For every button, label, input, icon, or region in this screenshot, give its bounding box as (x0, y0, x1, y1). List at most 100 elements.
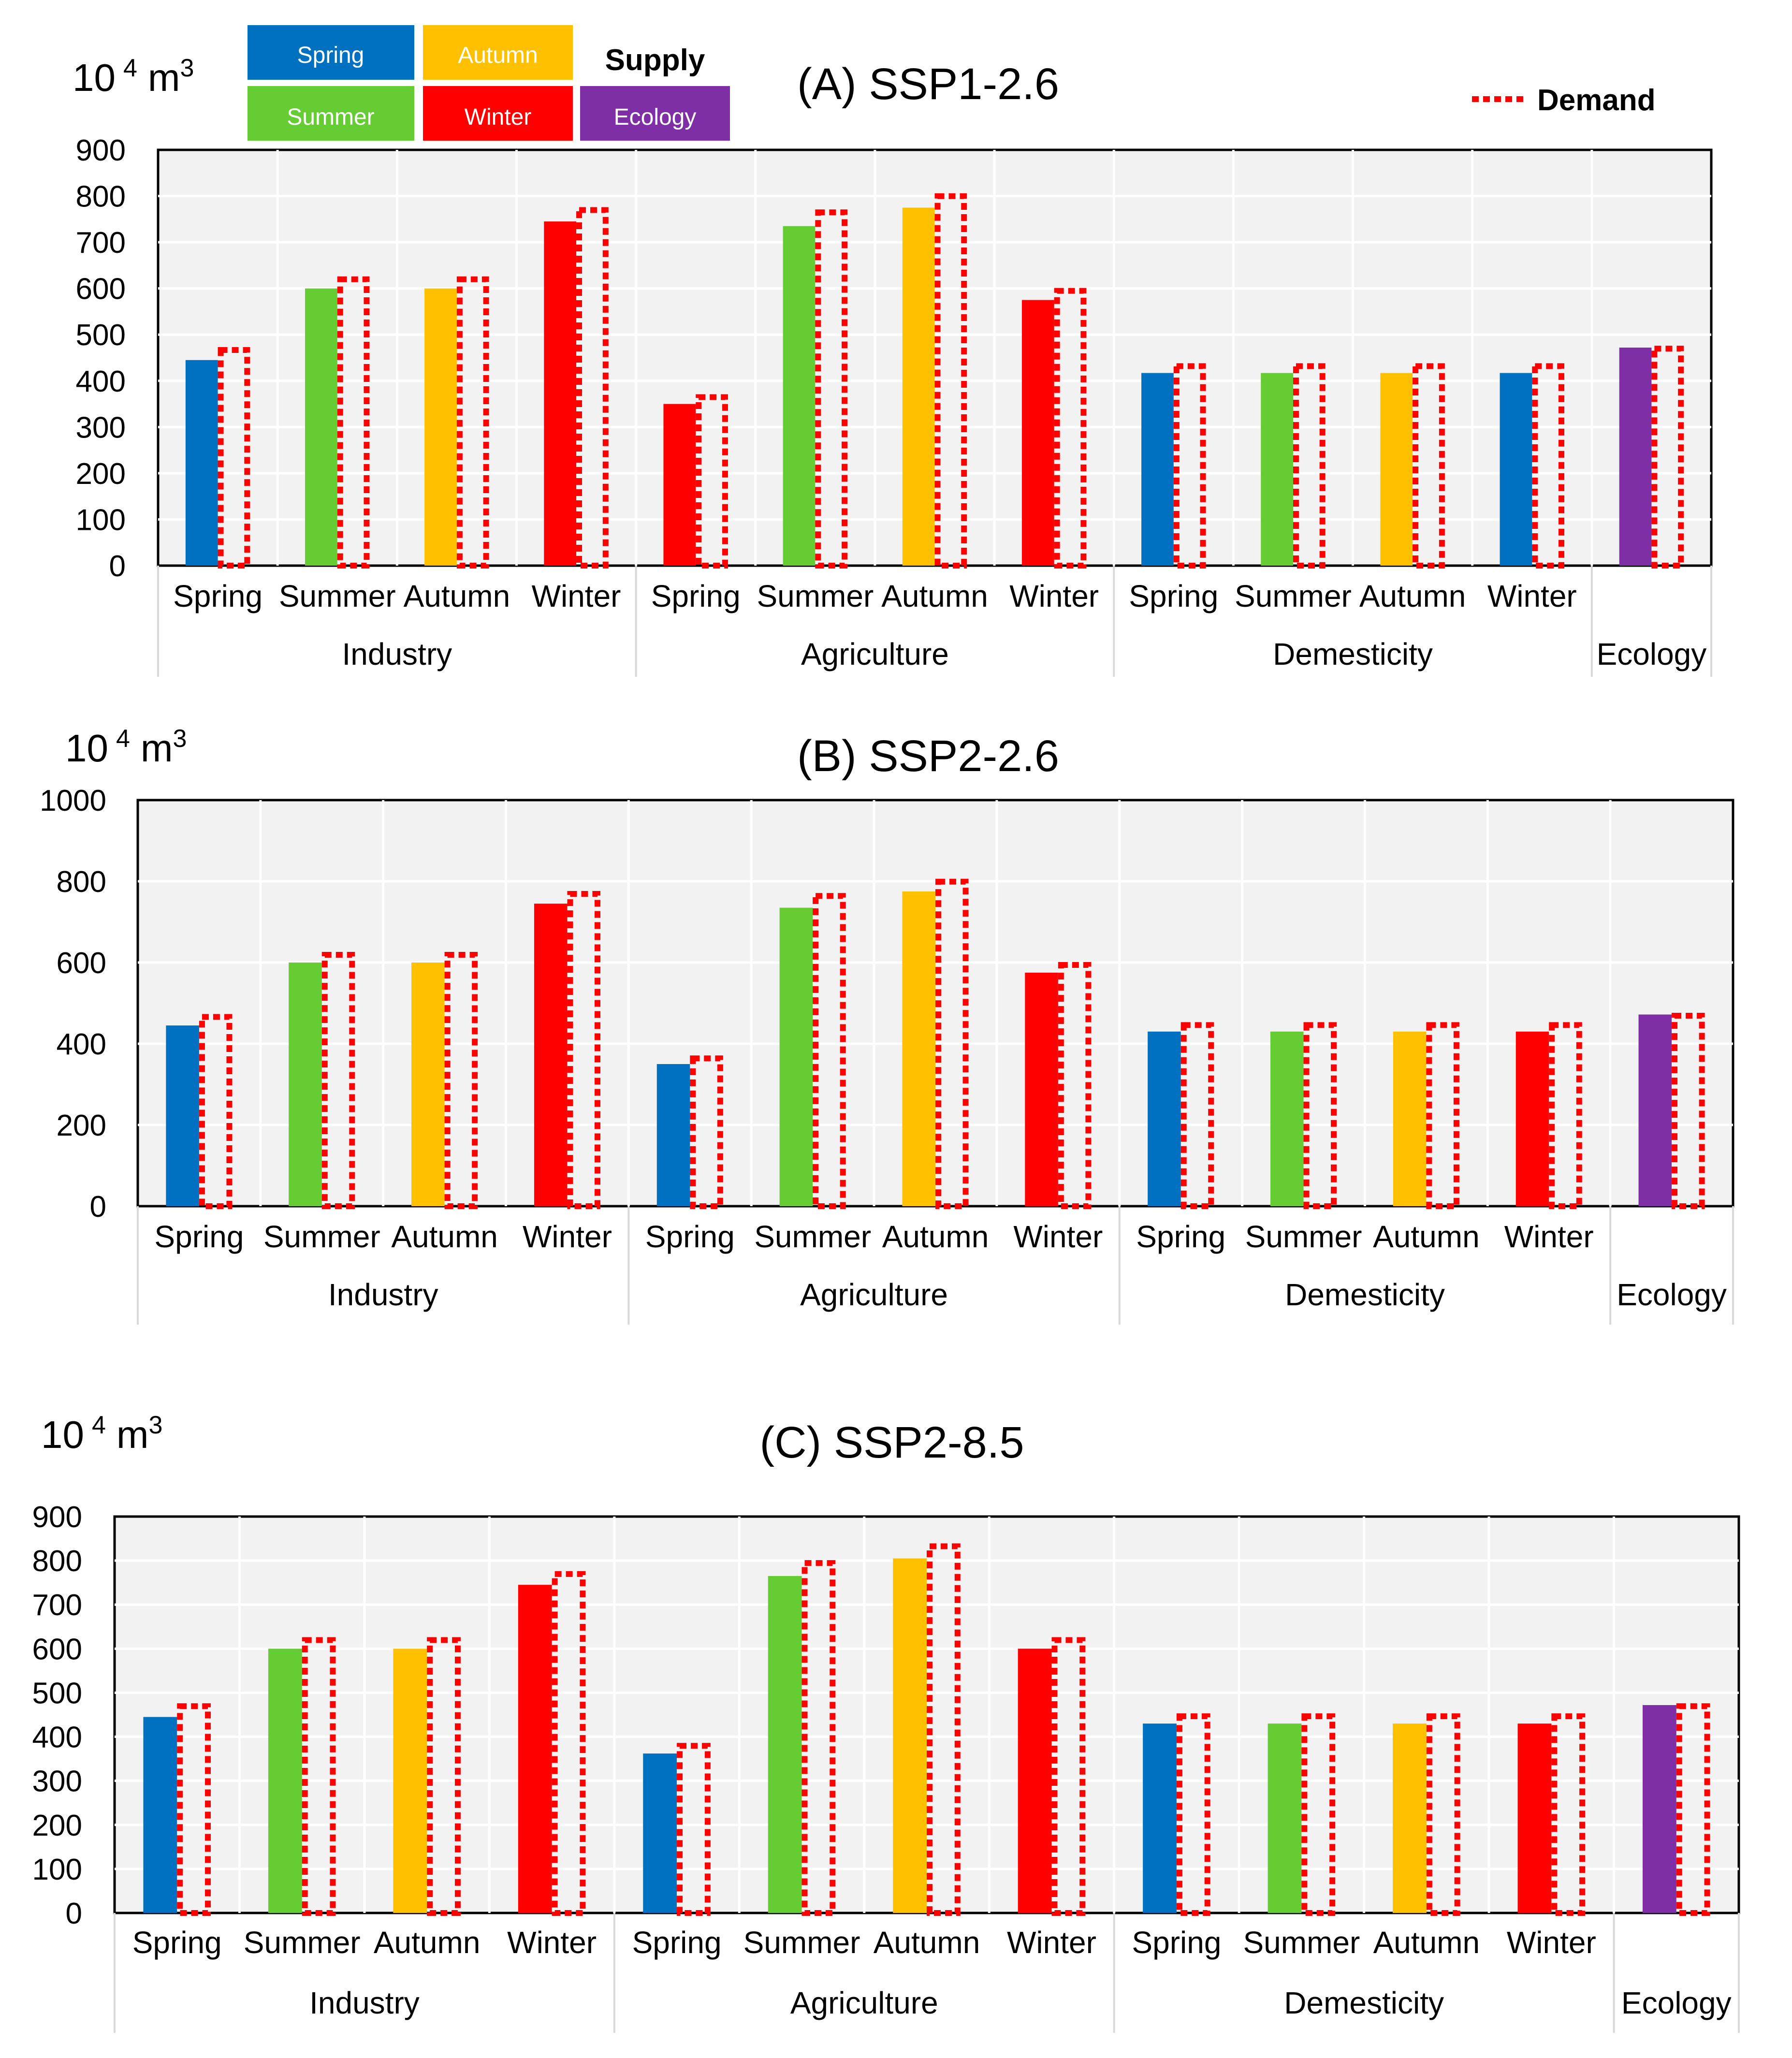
demand-bar (1426, 1022, 1459, 1210)
supply-bar (893, 1558, 927, 1913)
x-category-label: Winter (1009, 579, 1099, 613)
demand-bar (1301, 1713, 1336, 1916)
supply-bar (1619, 347, 1652, 566)
x-group-label: Industry (309, 1985, 420, 2020)
legend-label-ecology: Ecology (614, 104, 697, 130)
x-category-label: Summer (244, 1925, 361, 1960)
x-category-label: Winter (1504, 1219, 1594, 1254)
y-tick-label: 100 (32, 1853, 82, 1886)
panel-c-unit: 10 4 m3 (41, 1411, 162, 1456)
supply-bar (656, 1064, 690, 1206)
supply-bar (902, 891, 935, 1206)
legend-swatch-spring (248, 25, 414, 80)
x-category-label: Autumn (874, 1925, 980, 1960)
demand-bar (427, 1637, 461, 1916)
x-category-label: Summer (1243, 1925, 1360, 1960)
x-group-label: Industry (342, 637, 452, 671)
demand-bar (1651, 346, 1684, 569)
supply-bar (663, 404, 696, 566)
x-category-label: Summer (743, 1925, 860, 1960)
x-category-label: Autumn (1373, 1925, 1480, 1960)
y-tick-label: 800 (32, 1545, 82, 1578)
supply-bar (534, 904, 568, 1206)
panel-b-x-axis: Spring Summer Autumn Winter Spring Summer Autu… (137, 1206, 1734, 1325)
supply-bar (1018, 1649, 1052, 1913)
y-tick-label: 700 (76, 226, 126, 260)
demand-bar (934, 193, 967, 569)
x-category-label: Spring (1132, 1925, 1221, 1960)
x-category-label: Winter (1007, 1925, 1096, 1960)
y-tick-label: 300 (76, 411, 126, 444)
x-group-label: Demesticity (1284, 1985, 1444, 2020)
y-tick-label: 500 (76, 319, 126, 352)
x-group-label: Agriculture (800, 1277, 948, 1312)
y-tick-label: 0 (66, 1897, 82, 1930)
x-group-label: Ecology (1617, 1277, 1727, 1312)
supply-bar (1021, 300, 1054, 566)
demand-bar (576, 207, 609, 569)
x-group-label: Demesticity (1285, 1277, 1445, 1312)
x-category-label: Autumn (374, 1925, 481, 1960)
demand-bar (567, 891, 601, 1209)
x-category-label: Summer (1235, 579, 1352, 613)
x-group-label: Demesticity (1273, 637, 1433, 671)
supply-bar (1261, 373, 1293, 566)
y-tick-label: 700 (32, 1589, 82, 1622)
x-group-label: Industry (328, 1277, 438, 1312)
demand-bar (321, 952, 355, 1209)
x-category-label: Summer (263, 1219, 380, 1254)
x-category-label: Spring (132, 1925, 222, 1960)
y-tick-label: 0 (109, 550, 126, 583)
supply-bar (643, 1753, 677, 1913)
supply-bar (1638, 1014, 1672, 1206)
supply-bar (1393, 1723, 1427, 1913)
panel-c-x-axis: Spring Summer Autumn Winter Spring Summer Autu… (114, 1913, 1740, 2033)
panel-c-bars (143, 1543, 1710, 1916)
supply-bar (1143, 1723, 1177, 1913)
demand-bar (1176, 1713, 1210, 1916)
panel-b-unit: 10 4 m3 (65, 725, 187, 770)
demand-bar (456, 276, 489, 569)
panel-c-title: (C) SSP2-8.5 (759, 1418, 1024, 1467)
demand-bar (337, 276, 370, 569)
supply-bar (1380, 373, 1413, 566)
supply-bar (518, 1585, 552, 1913)
demand-bar (1173, 363, 1206, 569)
y-tick-label: 600 (57, 947, 106, 980)
demand-bar (1303, 1022, 1337, 1210)
demand-bar (801, 1560, 836, 1916)
legend-swatch-summer (248, 86, 414, 141)
demand-bar (1051, 1637, 1086, 1916)
x-category-label: Autumn (1373, 1219, 1480, 1254)
supply-bar (1500, 373, 1532, 566)
demand-bar (1532, 363, 1565, 569)
y-tick-label: 400 (76, 365, 126, 398)
x-group-label: Ecology (1621, 1985, 1732, 2020)
supply-bar (289, 963, 322, 1206)
y-tick-label: 300 (32, 1765, 82, 1798)
supply-bar (1141, 373, 1174, 566)
supply-bar (779, 907, 813, 1206)
x-category-label: Winter (1013, 1219, 1103, 1254)
supply-bar (902, 207, 935, 566)
y-tick-label: 900 (32, 1501, 82, 1534)
y-tick-label: 400 (57, 1028, 106, 1061)
y-tick-label: 400 (32, 1721, 82, 1754)
supply-bar (166, 1025, 199, 1206)
demand-bar (199, 1014, 233, 1210)
y-tick-label: 100 (76, 503, 126, 537)
x-category-label: Winter (1507, 1925, 1596, 1960)
demand-bar (1058, 962, 1092, 1209)
demand-bar (1293, 363, 1326, 569)
y-tick-label: 0 (90, 1190, 106, 1224)
panel-a-bars (185, 193, 1684, 569)
panel-b-bars (166, 878, 1705, 1210)
legend-swatch-ecology (580, 86, 730, 141)
legend-label-winter: Winter (465, 104, 532, 130)
supply-bar (768, 1576, 802, 1913)
supply-bar (411, 963, 445, 1206)
x-category-label: Spring (1136, 1219, 1225, 1254)
y-tick-label: 200 (57, 1109, 106, 1142)
y-tick-label: 800 (76, 180, 126, 214)
